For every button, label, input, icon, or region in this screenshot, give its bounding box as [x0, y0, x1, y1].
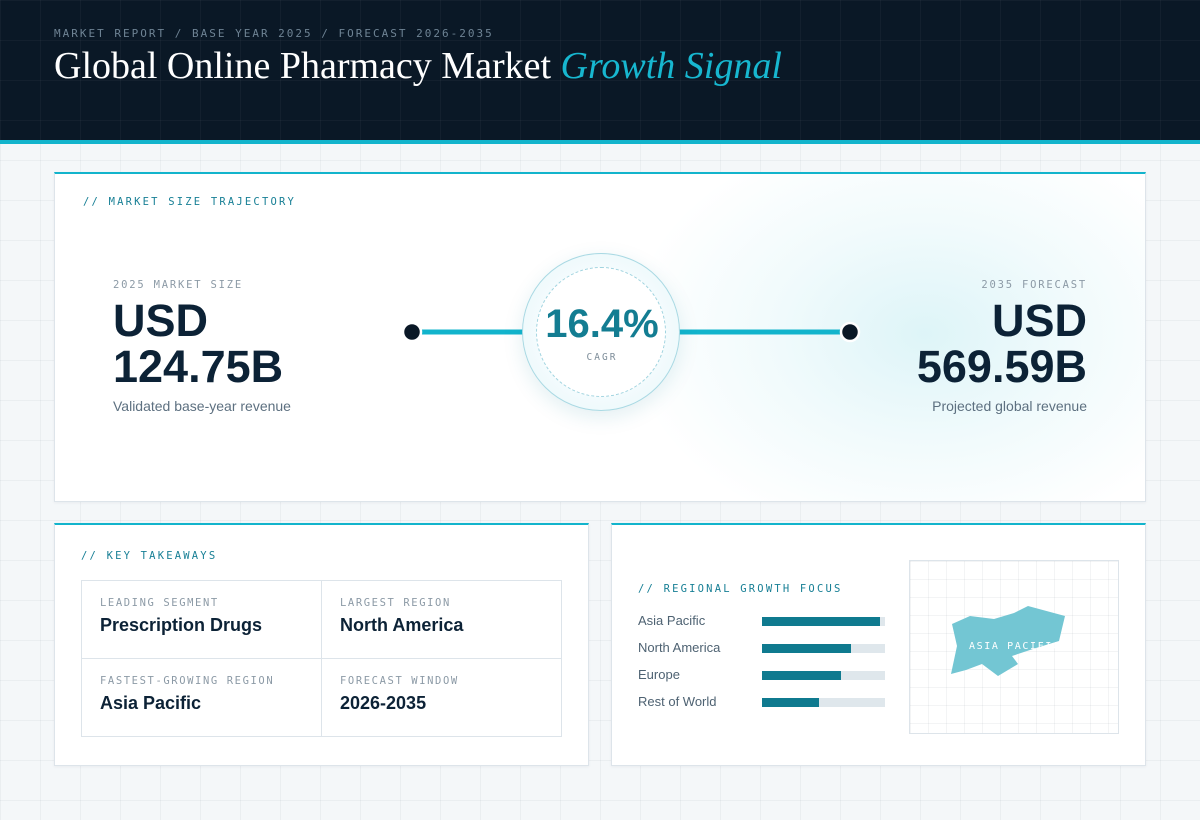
bar-row: Rest of World	[638, 692, 888, 712]
bar-fill	[762, 671, 841, 680]
page-title: Global Online Pharmacy Market Growth Sig…	[54, 44, 782, 88]
bar-track	[762, 698, 885, 707]
takeaway-value: Prescription Drugs	[100, 615, 263, 635]
takeaway-leading-segment: LEADING SEGMENT Prescription Drugs	[82, 581, 322, 659]
title-main: Global Online Pharmacy Market	[54, 45, 552, 87]
bar-fill	[762, 698, 819, 707]
background-glow	[615, 174, 1145, 501]
bar-track	[762, 671, 885, 680]
takeaways-grid: LEADING SEGMENT Prescription Drugs LARGE…	[81, 580, 562, 737]
end-value: 569.59B	[916, 341, 1087, 392]
map-region-label: ASIA PACIFIC	[969, 641, 1061, 652]
takeaway-label: LEADING SEGMENT	[100, 597, 219, 609]
bar-label: Rest of World	[638, 694, 717, 709]
takeaway-largest-region: LARGEST REGION North America	[322, 581, 562, 659]
report-header: MARKET REPORT / BASE YEAR 2025 / FORECAS…	[0, 0, 1200, 144]
key-takeaways-card: // KEY TAKEAWAYS LEADING SEGMENT Prescri…	[54, 523, 589, 766]
bar-fill	[762, 644, 851, 653]
takeaway-label: FASTEST-GROWING REGION	[100, 675, 275, 687]
asia-pacific-map-icon	[951, 606, 1065, 676]
trajectory-end-point	[839, 321, 861, 343]
end-label: 2035 FORECAST	[981, 279, 1087, 291]
start-value: 124.75B	[113, 341, 284, 392]
title-accent: Growth Signal	[560, 45, 782, 87]
takeaway-value: 2026-2035	[340, 693, 427, 713]
regional-eyebrow: // REGIONAL GROWTH FOCUS	[638, 583, 843, 595]
start-subtitle: Validated base-year revenue	[113, 398, 291, 414]
bar-label: Asia Pacific	[638, 613, 706, 628]
bar-row: Asia Pacific	[638, 611, 888, 631]
grid-divider-horizontal	[82, 658, 561, 659]
cagr-badge: 16.4% CAGR	[522, 253, 680, 411]
takeaway-value: Asia Pacific	[100, 693, 202, 713]
bar-track	[762, 617, 885, 626]
regional-growth-card: // REGIONAL GROWTH FOCUS Asia Pacific Nor…	[611, 523, 1146, 766]
takeaway-label: FORECAST WINDOW	[340, 675, 459, 687]
end-currency: USD	[991, 295, 1087, 346]
bar-label: North America	[638, 640, 721, 655]
takeaway-label: LARGEST REGION	[340, 597, 451, 609]
bar-label: Europe	[638, 667, 680, 682]
trajectory-start-point	[401, 321, 423, 343]
start-label: 2025 MARKET SIZE	[113, 279, 243, 291]
takeaway-fastest-growing-region: FASTEST-GROWING REGION Asia Pacific	[82, 659, 322, 737]
takeaway-forecast-window: FORECAST WINDOW 2026-2035	[322, 659, 562, 737]
start-currency: USD	[113, 295, 209, 346]
market-size-trajectory-card: // MARKET SIZE TRAJECTORY 2025 MARKET SI…	[54, 172, 1146, 502]
cagr-inner-ring: 16.4% CAGR	[536, 267, 666, 397]
bar-row: North America	[638, 638, 888, 658]
cagr-value: 16.4%	[545, 302, 659, 346]
takeaway-value: North America	[340, 615, 464, 635]
end-subtitle: Projected global revenue	[932, 398, 1087, 414]
bar-fill	[762, 617, 880, 626]
bar-track	[762, 644, 885, 653]
bar-row: Europe	[638, 665, 888, 685]
breadcrumb: MARKET REPORT / BASE YEAR 2025 / FORECAS…	[54, 27, 494, 40]
takeaways-eyebrow: // KEY TAKEAWAYS	[81, 550, 218, 562]
cagr-label: CAGR	[586, 352, 618, 363]
region-map: ASIA PACIFIC	[909, 560, 1119, 734]
trajectory-eyebrow: // MARKET SIZE TRAJECTORY	[83, 196, 297, 208]
